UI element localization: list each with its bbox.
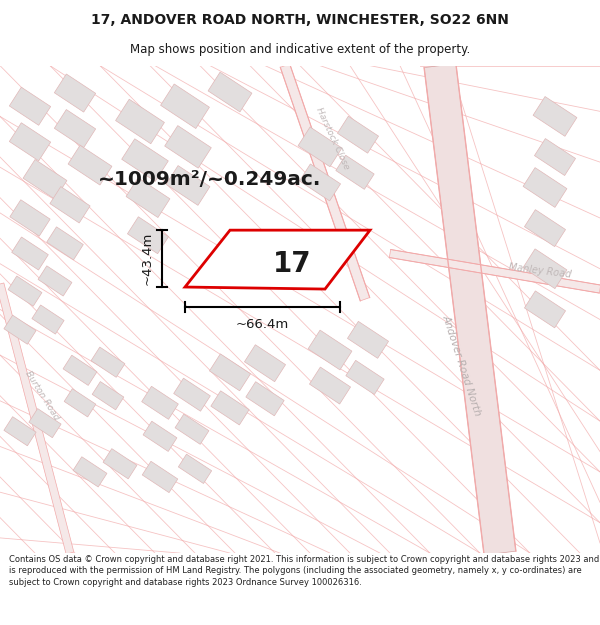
Text: Andover Road North: Andover Road North — [441, 313, 483, 417]
Polygon shape — [389, 249, 600, 293]
Text: Manley Road: Manley Road — [508, 262, 572, 279]
Polygon shape — [127, 217, 169, 254]
Polygon shape — [166, 166, 210, 206]
Polygon shape — [299, 164, 341, 201]
Polygon shape — [126, 177, 170, 217]
Polygon shape — [280, 64, 370, 301]
Text: Map shows position and indicative extent of the property.: Map shows position and indicative extent… — [130, 42, 470, 56]
Polygon shape — [185, 230, 370, 289]
Text: ~1009m²/~0.249ac.: ~1009m²/~0.249ac. — [98, 170, 322, 189]
Polygon shape — [143, 421, 177, 451]
Polygon shape — [68, 145, 112, 185]
Polygon shape — [8, 276, 42, 306]
Polygon shape — [533, 96, 577, 136]
Polygon shape — [142, 461, 178, 492]
Polygon shape — [524, 291, 566, 328]
Polygon shape — [164, 126, 211, 168]
Polygon shape — [173, 378, 211, 411]
Polygon shape — [336, 155, 374, 189]
Polygon shape — [161, 84, 209, 129]
Polygon shape — [4, 315, 36, 344]
Polygon shape — [92, 382, 124, 410]
Polygon shape — [298, 127, 342, 167]
Polygon shape — [50, 187, 90, 223]
Polygon shape — [103, 449, 137, 479]
Polygon shape — [347, 321, 389, 358]
Polygon shape — [0, 283, 74, 554]
Polygon shape — [208, 72, 252, 112]
Text: Contains OS data © Crown copyright and database right 2021. This information is : Contains OS data © Crown copyright and d… — [9, 554, 599, 587]
Polygon shape — [346, 361, 384, 394]
Polygon shape — [10, 200, 50, 236]
Polygon shape — [308, 330, 352, 370]
Text: ~66.4m: ~66.4m — [236, 318, 289, 331]
Polygon shape — [73, 457, 107, 487]
Polygon shape — [178, 454, 212, 484]
Polygon shape — [424, 64, 516, 555]
Polygon shape — [32, 305, 64, 334]
Polygon shape — [209, 354, 251, 391]
Polygon shape — [523, 249, 567, 289]
Text: 17, ANDOVER ROAD NORTH, WINCHESTER, SO22 6NN: 17, ANDOVER ROAD NORTH, WINCHESTER, SO22… — [91, 12, 509, 27]
Polygon shape — [29, 409, 61, 437]
Polygon shape — [11, 237, 49, 270]
Polygon shape — [55, 74, 95, 112]
Polygon shape — [10, 122, 50, 161]
Polygon shape — [524, 209, 566, 247]
Polygon shape — [310, 367, 350, 404]
Polygon shape — [535, 139, 575, 176]
Polygon shape — [55, 109, 95, 148]
Text: Harstock Close: Harstock Close — [314, 106, 352, 171]
Text: 17: 17 — [273, 250, 312, 278]
Polygon shape — [175, 414, 209, 444]
Polygon shape — [10, 88, 50, 125]
Polygon shape — [47, 227, 83, 260]
Polygon shape — [63, 355, 97, 386]
Polygon shape — [246, 382, 284, 416]
Text: Burton Road: Burton Road — [23, 369, 61, 422]
Polygon shape — [244, 345, 286, 382]
Polygon shape — [337, 116, 379, 153]
Polygon shape — [38, 266, 72, 296]
Polygon shape — [23, 159, 67, 199]
Text: ~43.4m: ~43.4m — [140, 232, 154, 285]
Polygon shape — [142, 386, 178, 419]
Polygon shape — [4, 417, 36, 446]
Polygon shape — [64, 389, 96, 417]
Polygon shape — [116, 99, 164, 144]
Polygon shape — [211, 391, 249, 425]
Polygon shape — [91, 347, 125, 378]
Polygon shape — [122, 139, 169, 181]
Polygon shape — [523, 168, 567, 208]
